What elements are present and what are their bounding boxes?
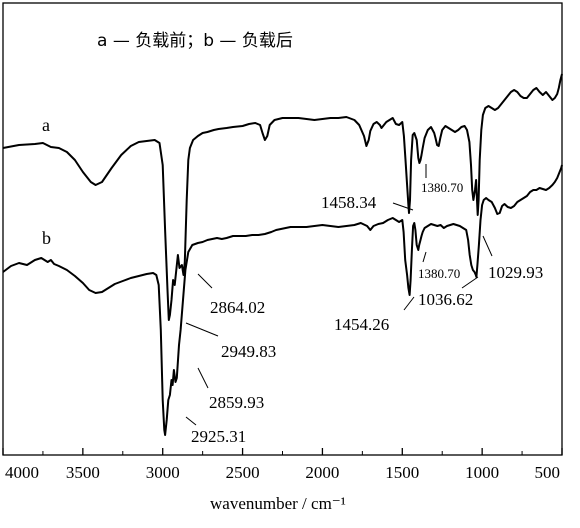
- leader-b-2925: [185, 416, 197, 426]
- leader-a-2864: [197, 273, 213, 289]
- annotation-b-1454: 1454.26: [334, 315, 389, 334]
- annotation-b-1036: 1036.62: [418, 290, 473, 309]
- leader-a-1029: [482, 235, 493, 257]
- leader-b-1036: [461, 276, 479, 289]
- legend-text: a — 负载前；b — 负载后: [97, 31, 293, 51]
- x-tick-label-3000: 3000: [146, 463, 180, 482]
- series-line-a: [2, 73, 563, 321]
- annotation-b-2925: 2925.31: [191, 427, 246, 446]
- annotation-a-1029: 1029.93: [488, 263, 543, 282]
- series-line-b: [2, 164, 563, 436]
- annotation-b-2859: 2859.93: [209, 393, 264, 412]
- x-tick-label-1000: 1000: [465, 463, 499, 482]
- x-axis-ticks: 4000 3500 3000 2500 2000 1500 1000 500: [2, 448, 563, 482]
- x-tick-label-500: 500: [535, 463, 561, 482]
- x-axis-title: wavenumber / cm⁻¹: [210, 494, 346, 513]
- x-tick-label-4000: 4000: [5, 463, 39, 482]
- x-tick-label-2500: 2500: [226, 463, 260, 482]
- x-tick-label-2000: 2000: [305, 463, 339, 482]
- leader-b-1380: [422, 251, 427, 263]
- annotation-a-2864: 2864.02: [210, 298, 265, 317]
- leader-a-2949: [185, 322, 219, 337]
- leader-a-1458: [392, 202, 414, 211]
- series-label-a: a: [42, 115, 50, 135]
- series-label-b: b: [42, 228, 51, 248]
- x-tick-label-3500: 3500: [66, 463, 100, 482]
- annotation-a-2949: 2949.83: [221, 342, 276, 361]
- leader-b-1454: [403, 296, 415, 311]
- annotation-b-1380: 1380.70: [418, 266, 460, 281]
- peak-annotations: 1380.70 1458.34 1029.93 2864.02 2949.83 …: [185, 164, 543, 446]
- leader-b-2859: [197, 367, 209, 389]
- x-tick-label-1500: 1500: [385, 463, 419, 482]
- annotation-a-1458: 1458.34: [321, 193, 377, 212]
- annotation-a-1380: 1380.70: [421, 180, 463, 195]
